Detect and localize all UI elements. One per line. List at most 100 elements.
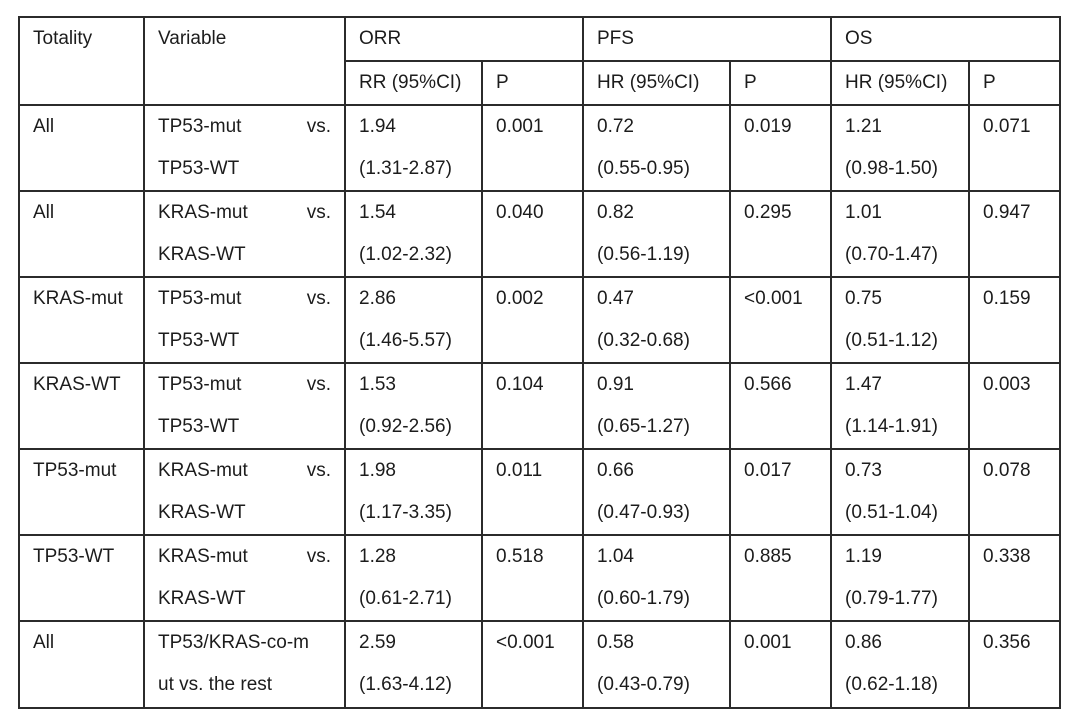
pfs-hr-ci-cell: 0.58 (0.43-0.79) — [582, 620, 731, 709]
rr-ci: (1.02-2.32) — [359, 244, 452, 265]
header-variable: Variable — [143, 16, 346, 106]
totality-cell: All — [18, 620, 145, 709]
vs-label: vs. — [306, 546, 331, 567]
variable-cell: KRAS-mut vs. KRAS-WT — [143, 534, 346, 622]
os-hr-ci-cell: 1.21 (0.98-1.50) — [830, 104, 970, 192]
variable-cell: TP53-mut vs. TP53-WT — [143, 276, 346, 364]
rr-value: 1.94 — [359, 116, 396, 137]
header-pfs-p: P — [729, 60, 832, 106]
os-hr-ci-cell: 0.75 (0.51-1.12) — [830, 276, 970, 364]
pfs-hr-ci-cell: 0.82 (0.56-1.19) — [582, 190, 731, 278]
os-hr-ci-cell: 1.19 (0.79-1.77) — [830, 534, 970, 622]
table-row: All KRAS-mut vs. KRAS-WT 1.54 (1.02-2.32) 0… — [18, 190, 1061, 278]
rr-ci: (0.92-2.56) — [359, 416, 452, 437]
totality-cell: TP53-mut — [18, 448, 145, 536]
hr-ci: (0.79-1.77) — [845, 588, 938, 609]
rr-value: 1.98 — [359, 460, 396, 481]
rr-ci: (1.63-4.12) — [359, 674, 452, 695]
hr-value: 0.91 — [597, 374, 634, 395]
os-p-cell: 0.003 — [968, 362, 1061, 450]
variable-arm-a: KRAS-mut — [158, 202, 248, 223]
totality-cell: TP53-WT — [18, 534, 145, 622]
header-orr-rr-ci: RR (95%CI) — [344, 60, 483, 106]
totality-cell: KRAS-mut — [18, 276, 145, 364]
pfs-p-cell: 0.885 — [729, 534, 832, 622]
variable-arm-a: TP53-mut — [158, 288, 242, 309]
hr-value: 0.72 — [597, 116, 634, 137]
orr-rr-ci-cell: 2.59 (1.63-4.12) — [344, 620, 483, 709]
hr-value: 0.86 — [845, 632, 882, 653]
variable-arm-b: TP53-WT — [158, 330, 240, 351]
hr-ci: (0.32-0.68) — [597, 330, 690, 351]
orr-p-cell: <0.001 — [481, 620, 584, 709]
hr-value: 0.58 — [597, 632, 634, 653]
os-p-cell: 0.078 — [968, 448, 1061, 536]
hr-ci: (0.98-1.50) — [845, 158, 938, 179]
rr-value: 1.28 — [359, 546, 396, 567]
vs-label: vs. — [306, 288, 331, 309]
orr-rr-ci-cell: 1.53 (0.92-2.56) — [344, 362, 483, 450]
header-pfs: PFS — [582, 16, 832, 62]
orr-rr-ci-cell: 1.98 (1.17-3.35) — [344, 448, 483, 536]
orr-p-cell: 0.002 — [481, 276, 584, 364]
hr-value: 0.73 — [845, 460, 882, 481]
variable-cell: TP53/KRAS-co-m ut vs. the rest — [143, 620, 346, 709]
results-table: Totality Variable ORR PFS OS RR (95%CI) … — [18, 16, 1061, 709]
hr-ci: (0.47-0.93) — [597, 502, 690, 523]
orr-p-cell: 0.001 — [481, 104, 584, 192]
table-row: KRAS-mut TP53-mut vs. TP53-WT 2.86 (1.46-5.… — [18, 276, 1061, 364]
header-sub-row: RR (95%CI) P HR (95%CI) P HR (95%CI) P — [19, 60, 1061, 106]
rr-ci: (0.61-2.71) — [359, 588, 452, 609]
pfs-hr-ci-cell: 0.47 (0.32-0.68) — [582, 276, 731, 364]
rr-value: 1.54 — [359, 202, 396, 223]
pfs-p-cell: <0.001 — [729, 276, 832, 364]
pfs-p-cell: 0.001 — [729, 620, 832, 709]
os-p-cell: 0.159 — [968, 276, 1061, 364]
orr-p-cell: 0.040 — [481, 190, 584, 278]
variable-cell: TP53-mut vs. TP53-WT — [143, 362, 346, 450]
header-pfs-hr-ci: HR (95%CI) — [582, 60, 731, 106]
variable-arm-a: TP53-mut — [158, 116, 242, 137]
totality-cell: All — [18, 104, 145, 192]
hr-ci: (0.51-1.12) — [845, 330, 938, 351]
variable-arm-a: TP53/KRAS-co-m — [158, 632, 309, 653]
hr-ci: (0.55-0.95) — [597, 158, 690, 179]
os-p-cell: 0.947 — [968, 190, 1061, 278]
hr-value: 1.04 — [597, 546, 634, 567]
orr-p-cell: 0.518 — [481, 534, 584, 622]
os-p-cell: 0.071 — [968, 104, 1061, 192]
pfs-hr-ci-cell: 1.04 (0.60-1.79) — [582, 534, 731, 622]
table-row: TP53-mut KRAS-mut vs. KRAS-WT 1.98 (1.17-3.… — [18, 448, 1061, 536]
hr-value: 0.75 — [845, 288, 882, 309]
hr-ci: (0.56-1.19) — [597, 244, 690, 265]
os-p-cell: 0.356 — [968, 620, 1061, 709]
header-totality: Totality — [18, 16, 145, 106]
header-os-hr-ci: HR (95%CI) — [830, 60, 970, 106]
variable-arm-b: TP53-WT — [158, 158, 240, 179]
orr-p-cell: 0.104 — [481, 362, 584, 450]
orr-rr-ci-cell: 1.54 (1.02-2.32) — [344, 190, 483, 278]
totality-cell: All — [18, 190, 145, 278]
pfs-p-cell: 0.566 — [729, 362, 832, 450]
orr-rr-ci-cell: 2.86 (1.46-5.57) — [344, 276, 483, 364]
pfs-hr-ci-cell: 0.91 (0.65-1.27) — [582, 362, 731, 450]
table-row: All TP53-mut vs. TP53-WT 1.94 (1.31-2.87) 0… — [18, 104, 1061, 192]
os-p-cell: 0.338 — [968, 534, 1061, 622]
rr-ci: (1.46-5.57) — [359, 330, 452, 351]
pfs-hr-ci-cell: 0.72 (0.55-0.95) — [582, 104, 731, 192]
hr-value: 0.47 — [597, 288, 634, 309]
vs-label: vs. — [306, 460, 331, 481]
variable-arm-a: KRAS-mut — [158, 460, 248, 481]
hr-ci: (0.70-1.47) — [845, 244, 938, 265]
table-row: All TP53/KRAS-co-m ut vs. the rest 2.59 (1… — [18, 620, 1061, 709]
variable-arm-b: KRAS-WT — [158, 502, 246, 523]
table-row: TP53-WT KRAS-mut vs. KRAS-WT 1.28 (0.61-2.7… — [18, 534, 1061, 622]
vs-label: vs. — [306, 116, 331, 137]
hr-ci: (0.65-1.27) — [597, 416, 690, 437]
hr-ci: (0.62-1.18) — [845, 674, 938, 695]
variable-arm-b: ut vs. the rest — [158, 674, 273, 695]
os-hr-ci-cell: 1.47 (1.14-1.91) — [830, 362, 970, 450]
rr-value: 1.53 — [359, 374, 396, 395]
header-orr-p: P — [481, 60, 584, 106]
hr-value: 0.82 — [597, 202, 634, 223]
